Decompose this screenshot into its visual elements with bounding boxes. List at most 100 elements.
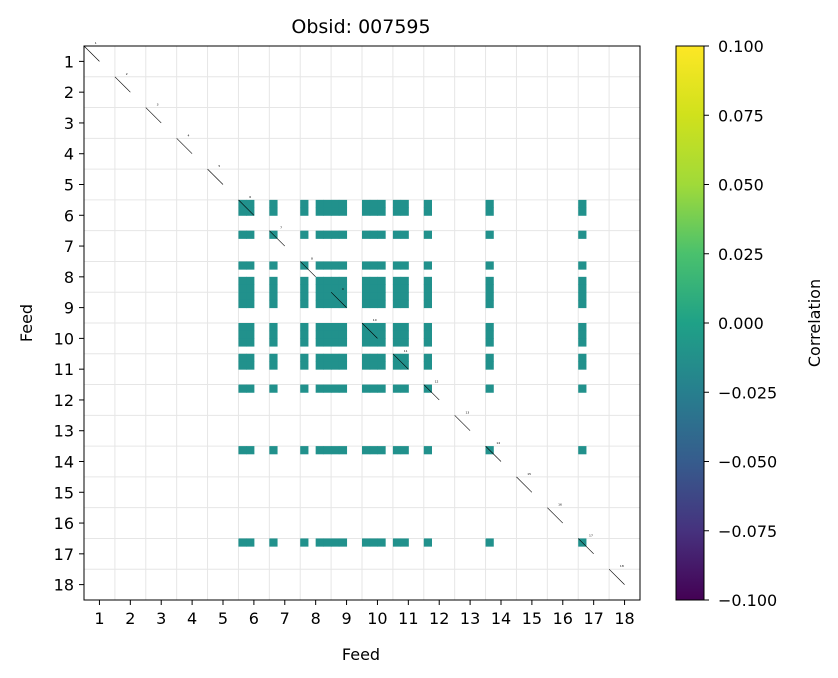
heatmap-cell <box>362 361 371 370</box>
diagonal-mark <box>145 107 162 124</box>
heatmap-cell <box>269 330 278 339</box>
x-tick-label: 16 <box>553 609 573 628</box>
heatmap-cell <box>392 538 402 547</box>
heatmap-cell <box>392 261 402 270</box>
heatmap-cell <box>269 284 278 293</box>
heatmap-cell <box>392 361 402 370</box>
heatmap-cell <box>331 230 340 239</box>
heatmap-cell <box>246 299 255 309</box>
heatmap-cell <box>315 353 324 362</box>
heatmap-cell <box>377 292 386 301</box>
heatmap-cells <box>238 199 587 547</box>
heatmap-cell <box>400 330 409 339</box>
x-tick-label: 8 <box>311 609 321 628</box>
heatmap-cell <box>331 538 340 547</box>
diagonal-feed-label: 5 <box>218 164 220 168</box>
heatmap-cell <box>331 330 340 339</box>
x-axis-ticks: 1 2 3 4 5 6 7 8 9 10 11 12 13 14 15 16 17 18 <box>94 600 635 628</box>
heatmap-cell <box>323 353 332 362</box>
diagonal-feed-label: 7 <box>280 226 282 230</box>
heatmap-cell <box>485 261 494 270</box>
heatmap-cell <box>578 338 587 347</box>
heatmap-cell <box>246 338 255 347</box>
heatmap-cell <box>300 207 309 216</box>
heatmap-cell <box>377 323 386 332</box>
heatmap-cell <box>400 538 409 547</box>
diagonal-feed-label: 13 <box>465 410 469 414</box>
heatmap-cell <box>238 261 247 270</box>
heatmap-cell <box>238 299 247 309</box>
diagonal-mark <box>300 261 316 278</box>
heatmap-cell <box>423 276 432 286</box>
heatmap-cell <box>338 207 348 216</box>
heatmap-cell <box>377 207 386 216</box>
heatmap-cell <box>323 292 332 301</box>
heatmap-cell <box>369 353 378 362</box>
heatmap-cell <box>238 323 247 332</box>
x-tick-label: 9 <box>341 609 351 628</box>
heatmap-cell <box>485 207 494 216</box>
heatmap-cell <box>578 199 587 209</box>
diagonal-feed-label: 9 <box>342 287 344 291</box>
diagonal-mark <box>423 384 440 401</box>
heatmap-cell <box>369 384 378 393</box>
heatmap-cell <box>300 446 309 455</box>
diagonal-feed-label: 12 <box>435 380 439 384</box>
heatmap-cell <box>485 361 494 370</box>
heatmap-cell <box>485 199 494 209</box>
heatmap-cell <box>323 338 332 347</box>
heatmap-cell <box>269 199 278 209</box>
heatmap-cell <box>331 384 340 393</box>
heatmap-cell <box>423 207 432 216</box>
heatmap-cell <box>377 276 386 286</box>
heatmap-cell <box>369 446 378 455</box>
heatmap-cell <box>578 361 587 370</box>
heatmap-cell <box>377 330 386 339</box>
heatmap-cell <box>323 323 332 332</box>
heatmap-cell <box>423 353 432 362</box>
heatmap-cell <box>315 199 324 209</box>
heatmap-cell <box>300 284 309 293</box>
heatmap-cell <box>338 446 348 455</box>
heatmap-cell <box>485 353 494 362</box>
x-tick-label: 11 <box>398 609 418 628</box>
heatmap-cell <box>331 207 340 216</box>
heatmap-cell <box>331 199 340 209</box>
diagonal-feed-label: 10 <box>373 318 377 322</box>
y-tick-label: 17 <box>54 545 74 564</box>
heatmap-cell <box>423 299 432 309</box>
heatmap-cell <box>423 361 432 370</box>
heatmap-cell <box>315 384 324 393</box>
heatmap-cell <box>392 384 402 393</box>
heatmap-cell <box>300 330 309 339</box>
heatmap-cell <box>578 323 587 332</box>
heatmap-cell <box>269 446 278 455</box>
heatmap-cell <box>300 338 309 347</box>
heatmap-cell <box>323 199 332 209</box>
heatmap-cell <box>369 299 378 309</box>
x-tick-label: 6 <box>249 609 259 628</box>
heatmap-cell <box>246 230 255 239</box>
heatmap-cell <box>400 292 409 301</box>
heatmap-cell <box>331 261 340 270</box>
diagonal-mark <box>83 45 100 62</box>
heatmap-cell <box>269 276 278 286</box>
heatmap-cell <box>323 446 332 455</box>
heatmap-cell <box>315 207 324 216</box>
heatmap-cell <box>362 353 371 362</box>
heatmap-cell <box>485 276 494 286</box>
y-tick-label: 10 <box>54 329 74 348</box>
y-axis-label: Feed <box>17 304 36 342</box>
y-tick-label: 6 <box>64 206 74 225</box>
heatmap-cell <box>315 292 324 301</box>
heatmap-cell <box>315 538 324 547</box>
heatmap-cell <box>315 276 324 286</box>
heatmap-cell <box>485 538 494 547</box>
y-tick-label: 9 <box>64 299 74 318</box>
heatmap-cell <box>578 446 587 455</box>
heatmap-cell <box>392 276 402 286</box>
x-tick-label: 15 <box>522 609 542 628</box>
heatmap-cell <box>423 261 432 270</box>
heatmap-cell <box>392 446 402 455</box>
